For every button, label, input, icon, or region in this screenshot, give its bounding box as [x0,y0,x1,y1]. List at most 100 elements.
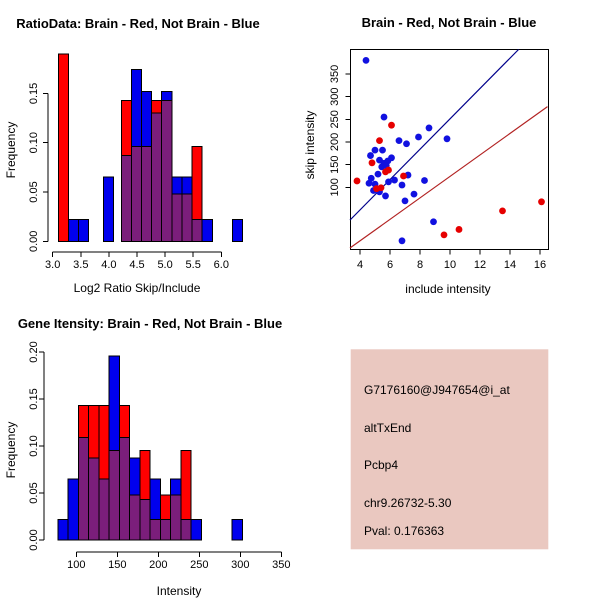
hist-bar-blue [171,176,183,195]
scatter-point-blue [443,135,451,143]
hist-bar-blue [102,176,114,242]
scatter-point-blue [388,154,395,162]
y-tick-label: 0.15 [28,83,40,104]
hist-bar-red [151,99,163,114]
scatter-plot-area: 4 6 8 10 12 14 16 100 150 200 250 300 350 [329,48,549,271]
scatter-point-red [455,226,463,233]
scatter-point-red [385,166,392,174]
y-tick-label: 0.10 [28,132,40,153]
x-tick-label: 4.0 [101,259,116,271]
y-tick-label: 0.05 [28,482,40,503]
scatter-point-red [499,207,506,215]
hist-bar-overlap [98,478,110,541]
hist-bar-red [180,450,192,520]
scatter-point-red [538,198,545,206]
fit-line-blue [349,49,519,221]
y-tick-label: 200 [329,133,341,151]
hist-bar-blue [231,518,243,541]
hist-bar-overlap [88,457,100,541]
scatter-point-blue [425,124,433,132]
x-tick-label: 300 [231,559,249,571]
panel-intensity-scatter: Brain - Red, Not Brain - Blue include in… [303,15,549,296]
y-tick-label: 0.00 [28,529,40,550]
y-tick-label: 0.15 [28,388,40,409]
gene-histogram-plot-area: 100 150 200 250 300 350 0.00 0.05 0.10 0.15 0.20 [28,341,290,571]
hist-bar-overlap [180,518,192,541]
scatter-point-red [377,184,385,192]
pvalue-text: Pval: 0.176363 [364,524,444,538]
y-tick-label: 0.05 [28,181,40,202]
hist-bar-blue [201,219,213,242]
x-tick-label: 100 [67,559,85,571]
scatter-point-red [400,172,407,180]
hist-bar-overlap [170,494,182,541]
hist-bar-blue [78,219,90,242]
hist-bar-overlap [108,450,120,541]
scatter-point-blue [371,146,379,154]
hist-bar-blue [140,90,153,148]
x-tick-label: 200 [149,559,167,571]
x-tick-label: 150 [108,559,126,571]
x-tick-label: 350 [272,559,290,571]
scatter-point-blue [380,113,388,121]
x-tick-label: 4 [357,259,363,271]
x-tick-label: 12 [474,259,486,271]
scatter-point-blue [362,56,370,64]
scatter-point-blue [379,146,386,154]
x-tick-label: 8 [417,259,423,271]
genomic-location-text: chr9.26732-5.30 [364,496,452,510]
hist-bar-blue [67,478,79,541]
hist-bar-blue [57,518,69,541]
hist-bar-overlap [161,99,173,242]
event-type-text: altTxEnd [364,421,411,435]
probe-id-text: G7176160@J947654@i_at [364,383,510,397]
gene-histogram-xlabel: Intensity [157,584,202,598]
y-tick-label: 0.20 [28,341,40,362]
scatter-point-blue [401,197,409,205]
scatter-point-blue [382,192,389,200]
scatter-point-red [388,121,395,129]
hist-bar-blue [130,69,142,148]
y-tick-label: 350 [329,65,341,83]
scatter-point-blue [410,190,418,198]
scatter-point-red [376,137,383,145]
hist-bar-overlap [140,146,153,242]
hist-bar-red [57,53,69,242]
scatter-point-blue [398,237,406,245]
scatter-point-blue [398,181,406,189]
hist-bar-red [191,146,203,221]
hist-bar-overlap [149,518,161,541]
hist-bar-blue [161,90,173,101]
scatter-point-blue [385,178,392,186]
hist-bar-overlap [129,494,141,541]
x-tick-label: 6 [387,259,393,271]
scatter-point-red [440,231,448,239]
hist-bar-red [98,405,110,480]
y-tick-label: 0.10 [28,435,40,456]
scatter-point-red [368,159,376,167]
x-tick-label: 3.0 [45,259,60,271]
hist-bar-red [77,405,90,439]
hist-bar-red [120,99,132,157]
x-tick-label: 14 [504,259,516,271]
fit-line-red [349,106,548,249]
hist-bar-overlap [130,146,142,242]
hist-bar-overlap [77,437,90,541]
hist-bar-red [118,405,131,439]
scatter-ylabel: skip intensity [303,111,317,180]
scatter-xlabel: include intensity [405,282,490,296]
gene-name-text: Pcbp4 [364,458,398,472]
hist-bar-red [159,494,172,520]
hist-bar-blue [190,518,202,541]
hist-bar-overlap [151,112,163,242]
x-tick-label: 6.0 [214,259,229,271]
gene-histogram-ylabel: Frequency [4,422,18,479]
ratio-histogram-ylabel: Frequency [4,122,18,179]
x-tick-label: 250 [190,559,208,571]
scatter-point-blue [391,176,398,184]
hist-bar-overlap [139,499,151,541]
scatter-point-blue [403,140,410,148]
x-tick-label: 3.5 [73,259,88,271]
x-tick-label: 4.5 [129,259,144,271]
